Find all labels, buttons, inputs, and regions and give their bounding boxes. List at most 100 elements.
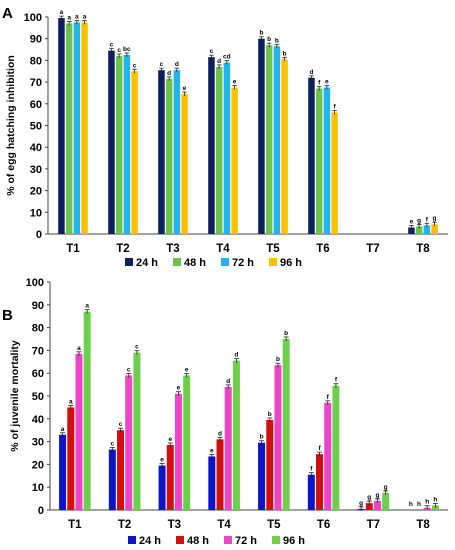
bar xyxy=(208,456,216,510)
bar xyxy=(273,46,281,234)
panel-label: B xyxy=(2,307,13,324)
x-tick-label: T3 xyxy=(166,243,179,255)
y-tick-label: 40 xyxy=(32,414,44,426)
bar xyxy=(281,59,288,234)
bar xyxy=(408,227,415,234)
significance-letter: a xyxy=(75,13,79,20)
x-tick-label: T4 xyxy=(216,243,230,255)
x-tick-label: T1 xyxy=(66,243,80,255)
y-tick-label: 40 xyxy=(30,142,42,154)
legend-label: 72 h xyxy=(235,535,257,547)
bar xyxy=(73,22,81,234)
significance-letter: c xyxy=(119,421,123,428)
bar xyxy=(232,360,240,510)
x-tick-label: T4 xyxy=(217,519,231,531)
bar xyxy=(316,454,324,510)
bar xyxy=(67,407,75,510)
significance-letter: f xyxy=(426,216,429,223)
significance-letter: a xyxy=(83,13,87,20)
bar xyxy=(133,352,141,510)
significance-letter: b xyxy=(275,37,279,44)
bar xyxy=(165,78,173,234)
bar xyxy=(307,474,315,510)
y-tick-label: 30 xyxy=(30,164,42,176)
bar xyxy=(81,22,88,234)
bar xyxy=(75,353,83,510)
y-tick-label: 70 xyxy=(32,345,44,357)
significance-letter: e xyxy=(410,218,414,225)
significance-letter: h xyxy=(417,501,421,508)
significance-letter: b xyxy=(267,36,271,43)
significance-letter: e xyxy=(185,366,189,373)
chart-panel-a: A % of egg hatching inhibition 0 10 20 30 40 50… xyxy=(2,5,448,269)
significance-letter: d xyxy=(175,61,179,68)
bar xyxy=(382,492,390,510)
significance-letter: e xyxy=(233,79,237,86)
x-tick-label: T8 xyxy=(416,243,430,255)
significance-letter: f xyxy=(318,445,321,452)
bar xyxy=(373,500,381,510)
legend-swatch xyxy=(125,258,133,266)
bar xyxy=(123,54,131,234)
legend-label: 96 h xyxy=(280,257,302,269)
bar xyxy=(223,62,231,234)
significance-letter: h xyxy=(433,496,437,503)
significance-letter: d xyxy=(309,69,313,76)
significance-letter: b xyxy=(284,330,288,337)
x-tick-label: T6 xyxy=(316,243,329,255)
x-tick-label: T5 xyxy=(266,243,280,255)
significance-letter: c xyxy=(117,47,121,54)
y-tick-label: 20 xyxy=(30,186,42,198)
bar xyxy=(108,449,116,510)
bar xyxy=(431,505,439,510)
y-tick-label: 50 xyxy=(30,121,42,133)
y-tick-label: 70 xyxy=(30,77,42,89)
y-tick-label: 10 xyxy=(32,482,44,494)
significance-letter: a xyxy=(85,303,89,310)
bar xyxy=(216,439,224,510)
significance-letter: d xyxy=(167,70,171,77)
bar xyxy=(282,339,290,510)
significance-letter: c xyxy=(210,48,214,55)
significance-letter: c xyxy=(133,62,137,69)
y-tick-label: 60 xyxy=(32,368,44,380)
bar xyxy=(315,88,323,234)
legend-label: 24 h xyxy=(136,257,158,269)
bar xyxy=(158,70,165,234)
significance-letter: g xyxy=(359,500,363,507)
significance-letter: g xyxy=(375,492,379,499)
significance-letter: g xyxy=(384,484,388,491)
bar xyxy=(258,442,266,510)
x-tick-label: T6 xyxy=(317,519,330,531)
significance-letter: b xyxy=(260,434,264,441)
legend-swatch xyxy=(272,536,280,544)
bar xyxy=(173,70,181,234)
bar xyxy=(274,365,282,510)
bar xyxy=(224,386,232,510)
bar xyxy=(83,311,91,510)
significance-letter: e xyxy=(325,79,329,86)
y-tick-label: 0 xyxy=(36,229,42,241)
y-tick-label: 80 xyxy=(30,55,42,67)
y-tick-label: 100 xyxy=(26,277,44,289)
legend-swatch xyxy=(176,536,184,544)
significance-letter: h xyxy=(409,501,413,508)
significance-letter: f xyxy=(318,80,321,87)
significance-letter: c xyxy=(127,366,131,373)
legend-label: 48 h xyxy=(184,257,206,269)
x-tick-label: T7 xyxy=(366,243,379,255)
y-tick-label: 30 xyxy=(32,437,44,449)
chart-panel-b: B % of juvenile mortality 0 10 20 30 40 50 60 70 8… xyxy=(2,277,448,547)
significance-letter: a xyxy=(60,9,64,16)
significance-letter: c xyxy=(135,344,139,351)
significance-letter: d xyxy=(218,430,222,437)
y-tick-label: 90 xyxy=(30,34,42,46)
significance-letter: g xyxy=(417,217,421,224)
x-tick-label: T2 xyxy=(118,519,131,531)
x-tick-label: T7 xyxy=(367,519,380,531)
y-tick-label: 20 xyxy=(32,459,44,471)
bar xyxy=(258,38,265,235)
significance-letter: d xyxy=(217,58,221,65)
legend-swatch xyxy=(173,258,181,266)
